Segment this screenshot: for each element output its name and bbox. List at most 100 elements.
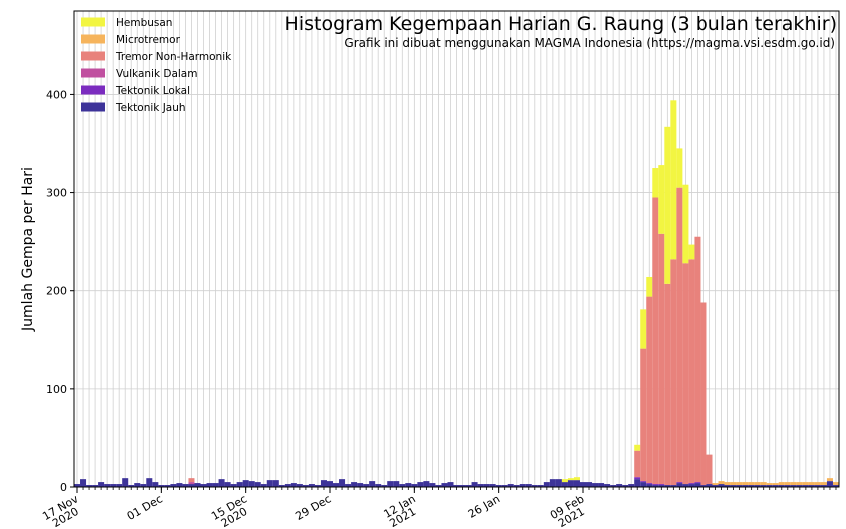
bar-segment [80, 479, 87, 487]
bar-segment [116, 484, 123, 487]
bar-segment [700, 485, 707, 487]
bar-segment [555, 479, 562, 487]
bar-segment [399, 484, 406, 487]
bar-segment [634, 477, 641, 480]
bar-segment [561, 479, 568, 483]
bar-segment [706, 454, 713, 485]
bar-segment [742, 485, 749, 487]
x-tick-label: 17 Nov2020 [40, 492, 86, 529]
legend-swatch [81, 34, 105, 44]
legend-label: Tremor Non-Harmonik [115, 51, 232, 63]
bar-segment [236, 482, 243, 487]
bar-segment [248, 481, 255, 487]
bar-segment [326, 481, 334, 487]
x-tick-label: 26 Jan [466, 492, 502, 520]
bar-segment [676, 148, 683, 188]
bar-segment [634, 479, 641, 487]
bar-segment [832, 485, 839, 487]
bar-segment [646, 296, 653, 484]
bar-segment [754, 482, 761, 486]
bar-segment [182, 484, 189, 487]
grid-layer [74, 11, 839, 488]
bar-segment [579, 482, 587, 487]
bar-segment [652, 168, 659, 198]
bar-segment [110, 484, 117, 487]
bar-segment [646, 276, 653, 297]
bar-segment [688, 244, 695, 260]
bar-segment [471, 482, 478, 487]
bar-segment [152, 482, 159, 487]
legend-label: Microtremor [116, 34, 181, 46]
bar-segment [796, 485, 803, 487]
bar-segment [688, 259, 695, 484]
bar-segment [435, 485, 442, 487]
bar-segment [634, 444, 641, 451]
bar-segment [814, 482, 821, 486]
bar-segment [778, 485, 785, 487]
bar-segment [772, 485, 779, 487]
bar-segment [194, 483, 201, 487]
bars-layer [74, 100, 839, 487]
bar-segment [405, 483, 412, 487]
bar-segment [802, 482, 809, 486]
bar-segment [748, 482, 755, 486]
bar-segment [260, 484, 267, 487]
bar-segment [658, 485, 665, 487]
bar-segment [320, 480, 327, 487]
bar-segment [694, 482, 701, 484]
bar-segment [333, 483, 340, 487]
bar-segment [664, 283, 671, 486]
bar-segment [314, 485, 321, 487]
bar-segment [766, 485, 773, 487]
bar-segment [441, 483, 448, 487]
bar-segment [724, 485, 731, 487]
bar-segment [495, 485, 502, 487]
bar-segment [700, 302, 707, 486]
bar-segment [242, 480, 249, 487]
bar-segment [676, 482, 683, 484]
bar-segment [808, 482, 815, 486]
bar-segment [676, 187, 683, 483]
bar-segment [459, 485, 466, 487]
y-tick-label: 200 [46, 285, 67, 298]
legend-swatch [81, 102, 105, 112]
bar-segment [104, 484, 111, 487]
bar-segment [808, 485, 815, 487]
bar-segment [543, 482, 550, 487]
bar-segment [724, 482, 731, 486]
bar-segment [507, 484, 514, 487]
bar-segment [308, 484, 315, 487]
bar-segment [122, 478, 129, 487]
bar-segment [254, 482, 261, 487]
bar-segment [826, 478, 833, 482]
bar-segment [670, 100, 677, 260]
bar-segment [567, 478, 574, 481]
bar-segment [682, 184, 689, 264]
bar-segment [224, 482, 231, 487]
bar-segment [664, 126, 671, 284]
bar-segment [411, 484, 418, 487]
legend-label: Tektonik Jauh [115, 102, 186, 114]
bar-segment [778, 482, 785, 486]
bar-segment [790, 482, 797, 486]
bar-segment [820, 485, 827, 487]
bar-segment [453, 485, 460, 487]
bar-segment [525, 484, 532, 487]
chart-title: Histogram Kegempaan Harian G. Raung (3 b… [285, 13, 837, 35]
bar-segment [766, 483, 773, 486]
bar-segment [784, 485, 791, 487]
bar-segment [483, 484, 490, 487]
bar-segment [417, 482, 424, 487]
bar-segment [567, 480, 574, 487]
legend-swatch [81, 68, 105, 78]
bar-segment [586, 482, 593, 487]
bar-segment [826, 481, 833, 487]
bar-segment [447, 482, 454, 487]
bar-segment [128, 485, 135, 487]
bar-segment [369, 481, 376, 487]
bar-segment [423, 481, 430, 487]
bar-segment [802, 485, 809, 487]
bar-segment [296, 484, 303, 487]
legend-label: Vulkanik Dalam [116, 68, 197, 80]
legend-swatch [81, 51, 105, 61]
